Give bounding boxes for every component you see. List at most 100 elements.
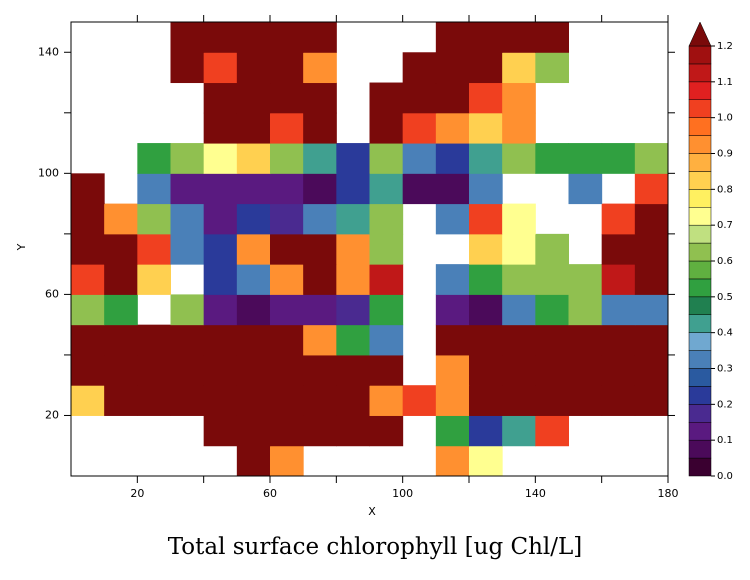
heat-cell bbox=[435, 82, 470, 114]
colorbar-band bbox=[688, 368, 712, 387]
heat-cell bbox=[71, 385, 105, 416]
heat-cell bbox=[435, 173, 470, 205]
heat-cell bbox=[535, 385, 569, 416]
y-tick-label: 140 bbox=[38, 45, 59, 58]
heat-cell bbox=[535, 264, 569, 295]
heat-cell bbox=[435, 143, 470, 174]
heat-cell bbox=[369, 415, 404, 447]
heat-cell bbox=[236, 324, 271, 356]
heat-cell bbox=[236, 112, 271, 144]
heat-cell bbox=[369, 354, 404, 386]
heat-cell bbox=[203, 354, 238, 386]
heat-cell bbox=[71, 203, 105, 235]
heat-cell bbox=[601, 264, 636, 295]
heat-cell bbox=[469, 143, 503, 174]
colorbar-label: 0.1 bbox=[717, 435, 733, 446]
heat-cell bbox=[601, 233, 636, 265]
heat-cell bbox=[203, 264, 238, 295]
colorbar-band bbox=[688, 457, 712, 477]
heat-cell bbox=[634, 385, 669, 416]
heat-cell bbox=[502, 415, 536, 447]
colorbar-band bbox=[688, 63, 712, 83]
heat-cell bbox=[568, 324, 603, 356]
heat-cell bbox=[369, 112, 404, 144]
heat-cell bbox=[104, 324, 138, 356]
heat-cell bbox=[336, 173, 370, 205]
colorbar-band bbox=[688, 260, 712, 280]
heat-cell bbox=[435, 324, 470, 356]
y-axis-label: Y bbox=[15, 243, 28, 251]
colorbar-label: 0.4 bbox=[717, 328, 733, 339]
plot-frame bbox=[70, 21, 669, 477]
heat-cell bbox=[535, 415, 569, 447]
heat-cell bbox=[270, 354, 304, 386]
heat-cell bbox=[236, 52, 271, 84]
heat-cell bbox=[336, 415, 370, 447]
heat-cell bbox=[402, 143, 437, 174]
heat-cell bbox=[435, 112, 470, 144]
heat-cell bbox=[568, 264, 603, 295]
heat-cell bbox=[303, 22, 337, 53]
heat-cell bbox=[469, 324, 503, 356]
colorbar-band bbox=[688, 386, 712, 405]
heat-cell bbox=[104, 385, 138, 416]
heat-cell bbox=[170, 233, 205, 265]
heat-cell bbox=[469, 415, 503, 447]
heat-cell bbox=[469, 173, 503, 205]
heat-cell bbox=[137, 354, 171, 386]
x-tick-label: 180 bbox=[658, 487, 679, 500]
heat-cell bbox=[469, 233, 503, 265]
heat-cell bbox=[236, 173, 271, 205]
heat-cell bbox=[502, 264, 536, 295]
heat-cell bbox=[203, 22, 238, 53]
heat-cell bbox=[236, 354, 271, 386]
heat-cell bbox=[601, 203, 636, 235]
heat-cell bbox=[270, 112, 304, 144]
heat-cell bbox=[203, 415, 238, 447]
heat-cell bbox=[502, 354, 536, 386]
heat-cell bbox=[402, 52, 437, 84]
colorbar-extend bbox=[688, 21, 712, 47]
heat-cell bbox=[469, 112, 503, 144]
heat-cell bbox=[71, 324, 105, 356]
heat-cell bbox=[502, 82, 536, 114]
heat-cell bbox=[137, 324, 171, 356]
heat-cell bbox=[203, 324, 238, 356]
heat-cell bbox=[336, 294, 370, 326]
heat-cell bbox=[137, 203, 171, 235]
colorbar-label: 0.6 bbox=[717, 256, 733, 267]
heat-cell bbox=[435, 354, 470, 386]
heat-cell bbox=[568, 354, 603, 386]
heat-cell bbox=[469, 294, 503, 326]
colorbar-label: 1.2 bbox=[717, 41, 733, 52]
heat-cell bbox=[270, 173, 304, 205]
heat-cell bbox=[236, 445, 271, 477]
heat-cell bbox=[502, 52, 536, 84]
colorbar-label: 0.8 bbox=[717, 184, 733, 195]
heat-cell bbox=[634, 143, 669, 174]
heat-cell bbox=[270, 22, 304, 53]
heat-cell bbox=[435, 415, 470, 447]
heat-cell bbox=[634, 294, 669, 326]
colorbar-band bbox=[688, 81, 712, 101]
heat-cell bbox=[303, 294, 337, 326]
heat-cell bbox=[469, 354, 503, 386]
heat-cell bbox=[170, 203, 205, 235]
colorbar-band bbox=[688, 242, 712, 262]
heat-cell bbox=[336, 143, 370, 174]
heat-cell bbox=[303, 52, 337, 84]
colorbar-band bbox=[688, 296, 712, 316]
heat-cell bbox=[71, 354, 105, 386]
heat-cell bbox=[369, 324, 404, 356]
colorbar-band bbox=[688, 422, 712, 441]
heat-cell bbox=[336, 324, 370, 356]
heat-cell bbox=[535, 354, 569, 386]
heat-cell bbox=[270, 143, 304, 174]
heat-cell bbox=[270, 264, 304, 295]
heat-cell bbox=[336, 264, 370, 295]
heat-cell bbox=[469, 203, 503, 235]
colorbar-band bbox=[688, 117, 712, 136]
heat-cell bbox=[203, 203, 238, 235]
heat-cell bbox=[435, 203, 470, 235]
heat-cell bbox=[170, 173, 205, 205]
